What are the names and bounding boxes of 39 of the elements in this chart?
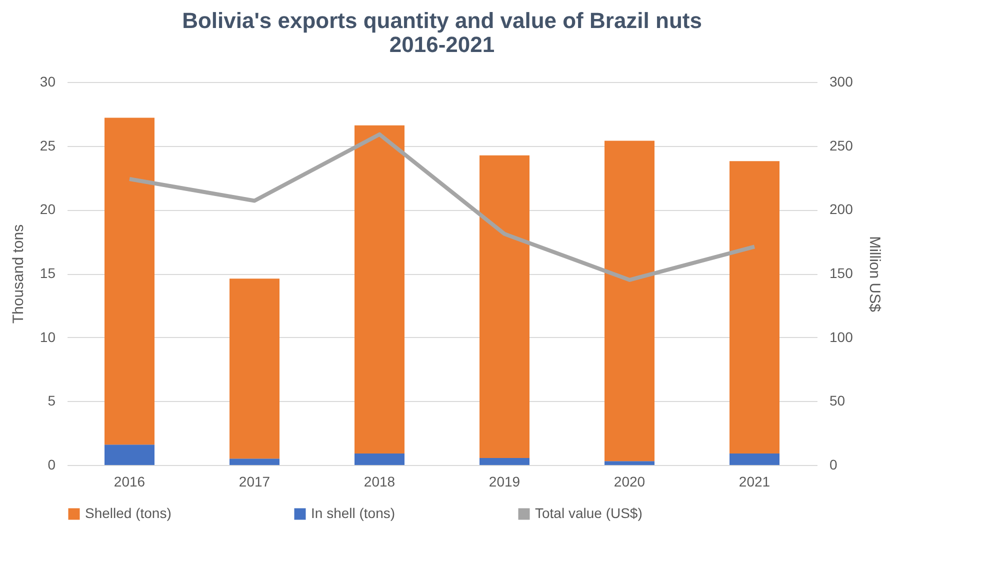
- bar: [230, 458, 280, 465]
- x-tick-label: 2018: [364, 474, 396, 490]
- y2-tick-label: 0: [830, 456, 838, 472]
- y-axis-title: Thousand tons: [10, 224, 27, 324]
- x-tick-label: 2020: [614, 474, 646, 490]
- y2-tick-label: 300: [830, 74, 854, 90]
- y-tick-label: 30: [40, 74, 56, 90]
- x-tick-label: 2017: [238, 474, 270, 490]
- bar: [104, 118, 154, 445]
- y-tick-label: 15: [40, 265, 56, 281]
- y2-tick-label: 250: [830, 137, 854, 154]
- y2-tick-label: 150: [830, 265, 854, 281]
- legend-label: In shell (tons): [311, 505, 396, 521]
- bar: [604, 140, 654, 462]
- bar: [230, 278, 280, 459]
- x-tick-label: 2021: [738, 474, 770, 490]
- bar: [354, 454, 404, 465]
- y2-tick-label: 100: [830, 328, 854, 345]
- y-tick-label: 0: [48, 456, 56, 472]
- x-tick-label: 2016: [114, 474, 146, 490]
- line-series: [128, 132, 756, 282]
- y-tick-label: 20: [40, 201, 56, 218]
- bar: [480, 458, 530, 465]
- legend-label: Total value (US$): [535, 505, 642, 521]
- bar: [104, 444, 154, 465]
- bar: [730, 161, 780, 454]
- x-tick-label: 2019: [488, 474, 520, 490]
- bar: [480, 155, 530, 458]
- y-tick-label: 25: [40, 137, 56, 154]
- y2-tick-label: 50: [830, 392, 846, 409]
- bar: [604, 461, 654, 465]
- bar: [730, 454, 780, 465]
- chart-title: Bolivia's exports quantity and value of Brazil nuts 2016-2021: [182, 8, 702, 57]
- y-tick-label: 5: [48, 392, 56, 409]
- legend-label: Shelled (tons): [85, 505, 172, 521]
- bar: [354, 125, 404, 454]
- y2-tick-label: 200: [830, 201, 854, 218]
- y-tick-label: 10: [40, 328, 56, 345]
- y2-axis-title: Million US$: [866, 236, 883, 313]
